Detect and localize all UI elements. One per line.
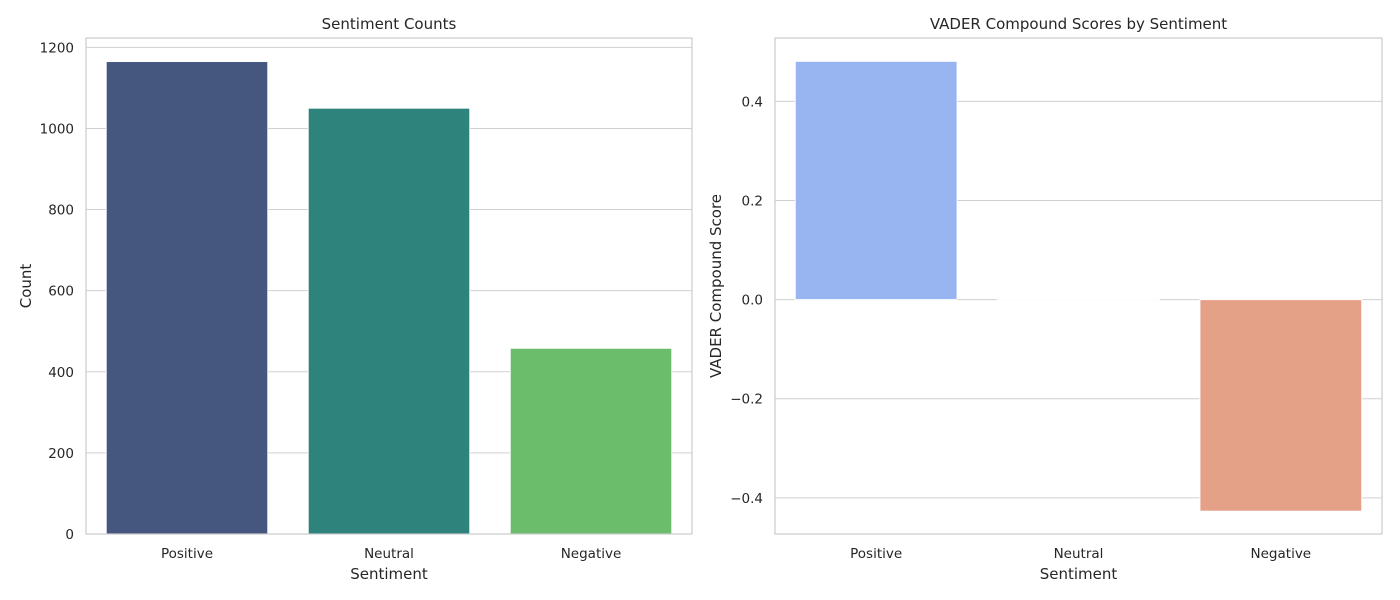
y-tick-label: 0.2: [742, 194, 763, 210]
y-tick-label: 400: [48, 365, 74, 381]
bar-neutral: [997, 299, 1160, 302]
x-tick-label: Neutral: [1054, 546, 1104, 562]
y-tick-label: 0.4: [742, 94, 763, 110]
chart-0-bars: [105, 61, 673, 535]
chart-0-x-axis-label: Sentiment: [350, 565, 428, 583]
x-tick-label: Negative: [561, 546, 622, 562]
x-tick-label: Negative: [1251, 546, 1312, 562]
y-tick-label: −0.2: [730, 392, 763, 408]
bar-neutral: [307, 107, 471, 535]
bar-negative: [1199, 299, 1363, 512]
x-tick-label: Positive: [850, 546, 902, 562]
y-tick-label: −0.4: [730, 491, 763, 507]
chart-0-title: Sentiment Counts: [322, 15, 457, 33]
y-tick-label: 0.0: [742, 293, 763, 309]
chart-0-y-tick-labels: 0 200 400 600 800 1000 1200: [40, 40, 74, 543]
y-tick-label: 1200: [40, 40, 74, 56]
sentiment-counts-chart: Positive Neutral Negative 0 200 400 600 800 100…: [17, 15, 693, 583]
y-tick-label: 800: [48, 203, 74, 219]
chart-0-y-axis-label: Count: [17, 264, 35, 309]
y-tick-label: 200: [48, 446, 74, 462]
chart-1-y-axis-label: VADER Compound Score: [707, 194, 725, 378]
x-tick-label: Neutral: [364, 546, 414, 562]
chart-1-title: VADER Compound Scores by Sentiment: [930, 15, 1227, 33]
chart-1-plot-frame: [774, 37, 1383, 535]
chart-0-x-tick-labels: Positive Neutral Negative: [161, 546, 621, 562]
y-tick-label: 600: [48, 284, 74, 300]
y-tick-label: 0: [65, 527, 74, 543]
chart-0-plot-frame: [85, 37, 693, 535]
x-tick-label: Positive: [161, 546, 213, 562]
chart-1-x-tick-labels: Positive Neutral Negative: [850, 546, 1311, 562]
bar-positive: [794, 60, 958, 301]
y-tick-label: 1000: [40, 121, 74, 137]
chart-1-x-axis-label: Sentiment: [1040, 565, 1118, 583]
chart-1-y-tick-labels: −0.4 −0.2 0.0 0.2 0.4: [730, 94, 763, 506]
vader-compound-scores-chart: Positive Neutral Negative −0.4 −0.2 0.0 0.2 0.…: [707, 15, 1383, 583]
bar-negative: [509, 347, 673, 535]
chart-1-bars: [794, 60, 1363, 512]
bar-positive: [105, 61, 269, 535]
